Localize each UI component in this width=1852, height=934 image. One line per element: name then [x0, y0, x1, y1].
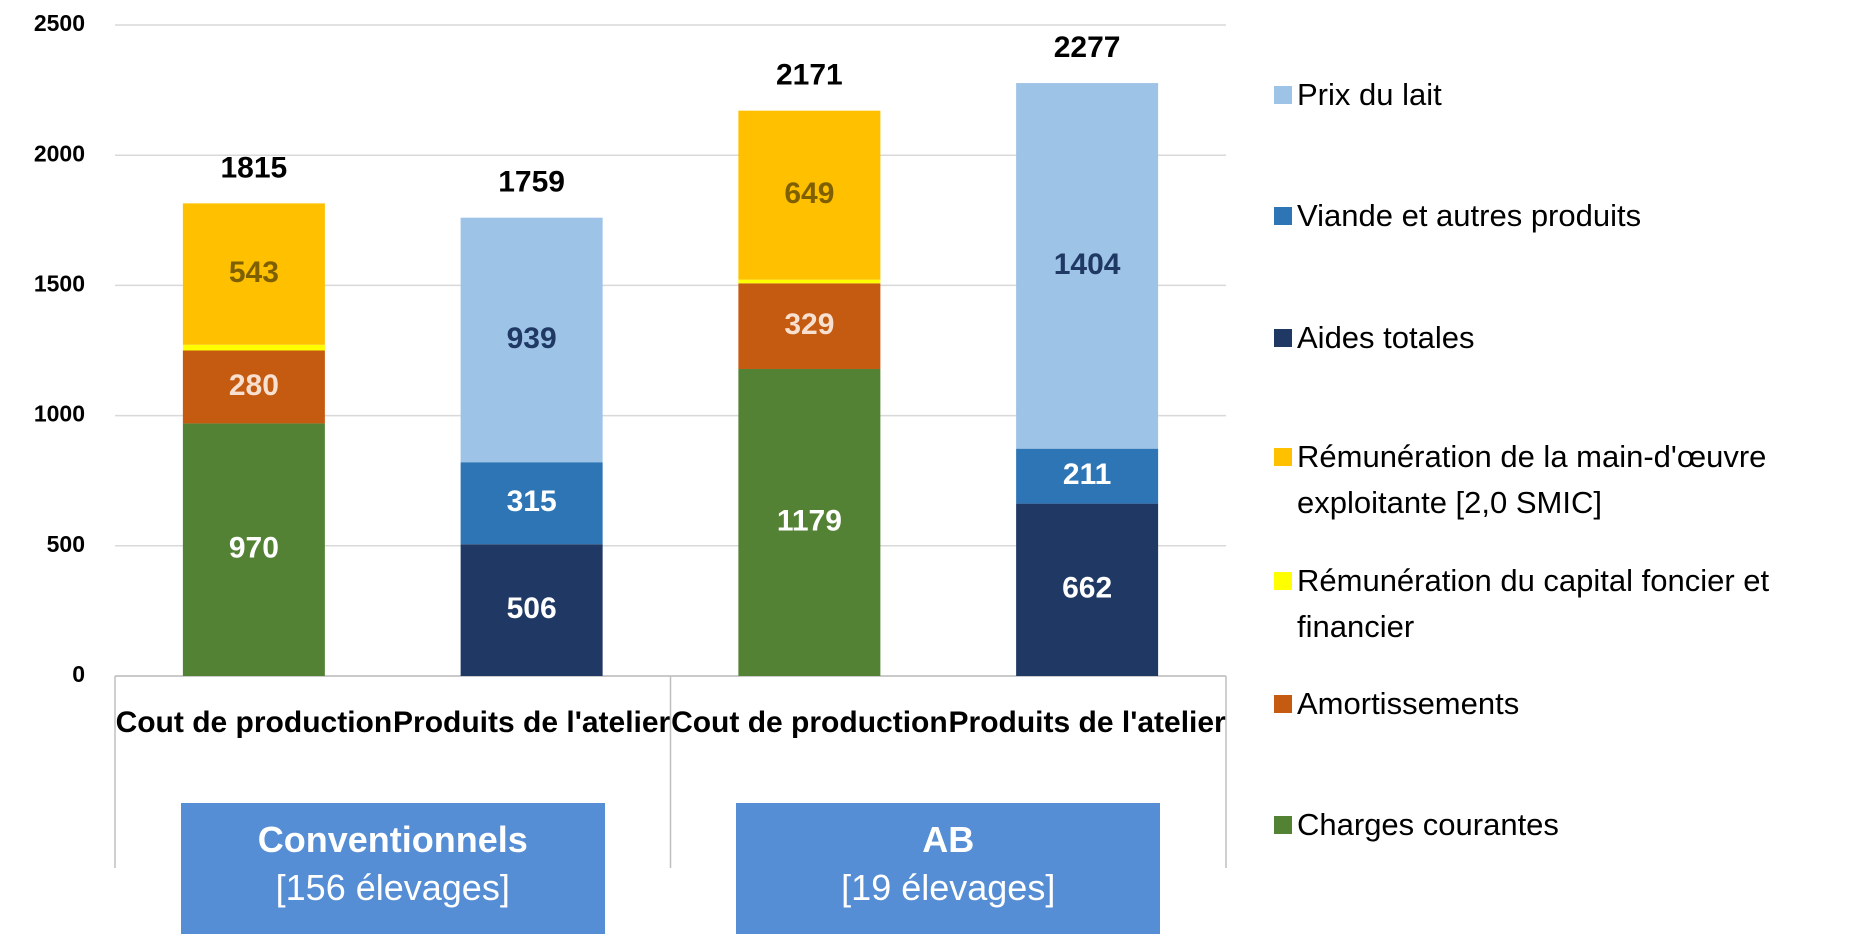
y-tick-label: 0: [72, 661, 85, 687]
bar-segment: [182, 344, 325, 351]
y-tick-label: 1000: [34, 401, 85, 427]
bar-segment: [1016, 448, 1159, 504]
total-label: 2277: [1054, 31, 1121, 64]
x-tick-label: Cout de production: [115, 706, 393, 739]
legend-swatch: [1274, 695, 1292, 713]
y-tick-label: 1500: [34, 270, 85, 296]
legend-label: Amortissements: [1297, 686, 1520, 721]
legend-label: Rémunération de la main-d'œuvre exploita…: [1297, 439, 1767, 520]
bar-segment: [738, 110, 881, 280]
bar-segment: [738, 368, 881, 676]
legend-label: Aides totales: [1297, 320, 1475, 355]
bar-segment: [1016, 83, 1159, 449]
legend-swatch: [1274, 207, 1292, 225]
bar-segment: [182, 203, 325, 345]
legend-label: Viande et autres produits: [1297, 198, 1642, 233]
bar-segment: [460, 217, 603, 463]
legend-swatch: [1274, 86, 1292, 104]
y-tick-label: 2500: [34, 10, 85, 36]
bar-segment: [182, 350, 325, 424]
bar-segment: [182, 423, 325, 676]
group-name: Conventionnels: [257, 819, 528, 860]
y-tick-label: 500: [47, 531, 85, 557]
group-note: [19 élevages]: [841, 867, 1056, 908]
group-box: Conventionnels [156 élevages]: [180, 803, 605, 934]
legend-swatch: [1274, 448, 1292, 466]
bar-segment: [738, 283, 881, 369]
group-name: AB: [922, 819, 975, 860]
total-label: 1759: [498, 166, 565, 199]
group-note: [156 élevages]: [275, 867, 510, 908]
bar-segment: [1016, 503, 1159, 676]
total-label: 2171: [776, 59, 843, 92]
legend-swatch: [1274, 572, 1292, 590]
data-label: 543: [229, 256, 279, 289]
total-label: 1815: [221, 151, 288, 184]
data-label: 939: [507, 322, 557, 355]
x-tick-label: Cout de production: [671, 706, 948, 739]
legend-swatch: [1274, 329, 1292, 347]
data-label: 280: [229, 369, 279, 402]
data-label: 1179: [777, 504, 842, 537]
group-box: AB [19 élevages]: [736, 803, 1161, 934]
legend-label: Prix du lait: [1297, 77, 1442, 112]
bar-segment: [460, 462, 603, 545]
data-label: 1404: [1054, 248, 1121, 281]
legend-label: Charges courantes: [1297, 807, 1559, 842]
data-label: 662: [1062, 572, 1112, 605]
legend-swatch: [1274, 816, 1292, 834]
data-label: 649: [784, 177, 834, 210]
x-tick-label: Produits de l'atelier: [948, 706, 1226, 739]
data-label: 315: [507, 485, 557, 518]
bar-segment: [460, 544, 603, 676]
data-label: 211: [1063, 458, 1111, 491]
legend-label: Rémunération du capital foncier et finan…: [1297, 563, 1770, 644]
y-tick-label: 2000: [34, 140, 85, 166]
data-label: 506: [507, 592, 557, 625]
x-tick-label: Produits de l'atelier: [393, 706, 671, 739]
data-label: 970: [229, 532, 279, 565]
data-label: 329: [784, 308, 834, 341]
bar-segment: [738, 279, 881, 284]
